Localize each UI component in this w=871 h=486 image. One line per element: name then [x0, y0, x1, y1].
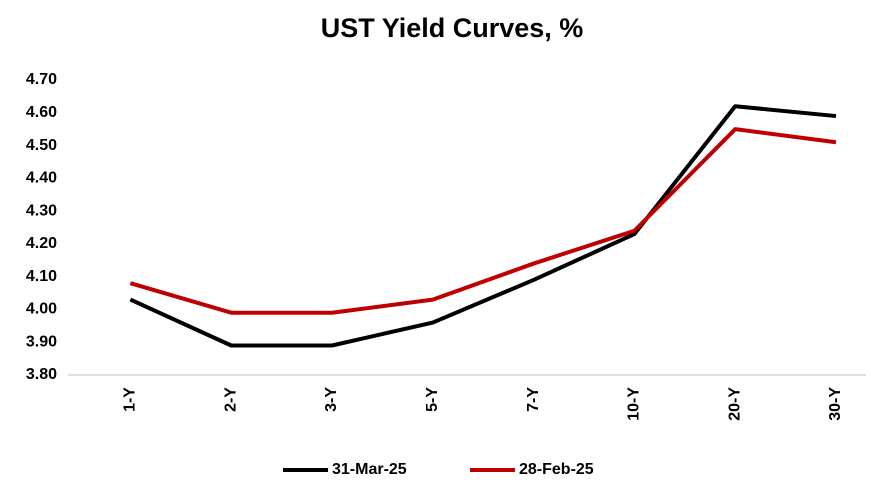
- y-tick-label: 4.10: [26, 268, 57, 285]
- x-tick-label: 20-Y: [726, 387, 743, 421]
- x-tick-label: 5-Y: [424, 387, 441, 412]
- y-tick-label: 4.70: [26, 71, 57, 88]
- series-line: [129, 104, 837, 348]
- y-tick-label: 4.00: [26, 301, 57, 318]
- x-tick-label: 2-Y: [222, 387, 239, 412]
- y-tick-label: 3.80: [26, 366, 57, 383]
- y-tick-label: 4.60: [26, 104, 57, 121]
- y-tick-label: 4.30: [26, 202, 57, 219]
- legend-label: 28-Feb-25: [519, 461, 594, 478]
- chart-title: UST Yield Curves, %: [321, 13, 584, 43]
- legend-label: 31-Mar-25: [332, 461, 407, 478]
- x-tick-label: 1-Y: [122, 387, 139, 412]
- y-tick-label: 4.50: [26, 137, 57, 154]
- y-tick-label: 4.20: [26, 235, 57, 252]
- y-tick-label: 3.90: [26, 333, 57, 350]
- series-line: [129, 127, 837, 315]
- x-tick-label: 7-Y: [525, 387, 542, 412]
- x-tick-label: 10-Y: [626, 387, 643, 421]
- x-tick-label: 3-Y: [323, 387, 340, 412]
- y-tick-label: 4.40: [26, 170, 57, 187]
- x-tick-label: 30-Y: [827, 387, 844, 421]
